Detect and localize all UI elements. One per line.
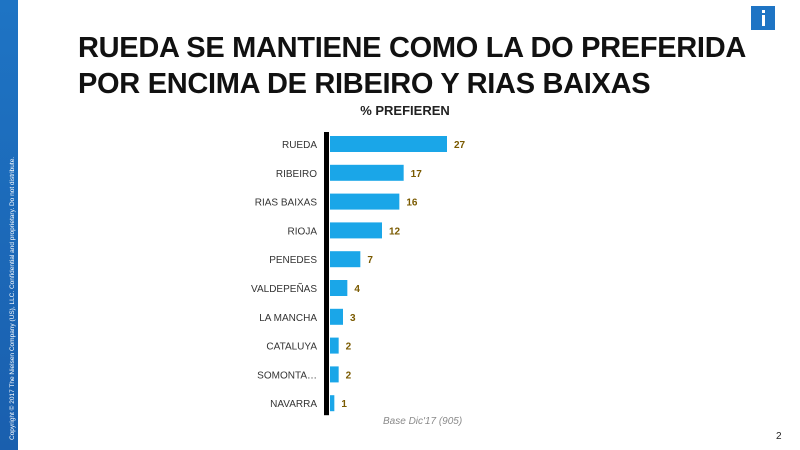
category-label: PENEDES	[269, 255, 317, 266]
bar	[330, 164, 404, 181]
category-label: RIOJA	[288, 226, 318, 237]
data-label: 17	[411, 169, 423, 180]
axis-line	[324, 132, 329, 416]
data-label: 16	[406, 198, 418, 209]
data-label: 27	[454, 140, 466, 151]
slide-title-line-1: RUEDA SE MANTIENE COMO LA DO PREFERIDA	[78, 32, 746, 64]
category-label: LA MANCHA	[259, 313, 317, 324]
slide-title: RUEDA SE MANTIENE COMO LA DO PREFERIDA P…	[78, 30, 746, 102]
category-label: RIBEIRO	[276, 169, 317, 180]
nielsen-logo	[751, 6, 775, 30]
bar	[330, 136, 447, 152]
bar	[330, 251, 361, 268]
left-brand-strip: Copyright © 2017 The Nielsen Company (US…	[0, 0, 18, 450]
category-label: NAVARRA	[270, 399, 317, 410]
bar	[330, 193, 400, 210]
page-number: 2	[776, 431, 782, 442]
category-label: RIAS BAIXAS	[255, 198, 318, 209]
category-label: SOMONTA…	[257, 370, 317, 381]
category-label: RUEDA	[282, 140, 317, 151]
chart-title: % PREFIEREN	[360, 103, 450, 118]
bar	[330, 308, 343, 325]
category-label: CATALUYA	[266, 342, 317, 353]
slide-title-line-2: POR ENCIMA DE RIBEIRO Y RIAS BAIXAS	[78, 68, 651, 100]
data-label: 12	[389, 226, 401, 237]
data-label: 3	[350, 313, 356, 324]
bar	[330, 337, 339, 354]
chart-footnote: Base Dic'17 (905)	[383, 416, 463, 427]
bar	[330, 280, 348, 296]
bar	[330, 395, 335, 412]
data-label: 1	[341, 399, 347, 410]
data-label: 2	[346, 342, 352, 353]
nielsen-n-icon	[762, 10, 765, 26]
data-label: 4	[354, 284, 360, 295]
category-label: VALDEPEÑAS	[251, 282, 317, 295]
bar	[330, 222, 382, 239]
data-label: 2	[346, 370, 352, 381]
data-label: 7	[367, 255, 373, 266]
bar	[330, 366, 339, 383]
